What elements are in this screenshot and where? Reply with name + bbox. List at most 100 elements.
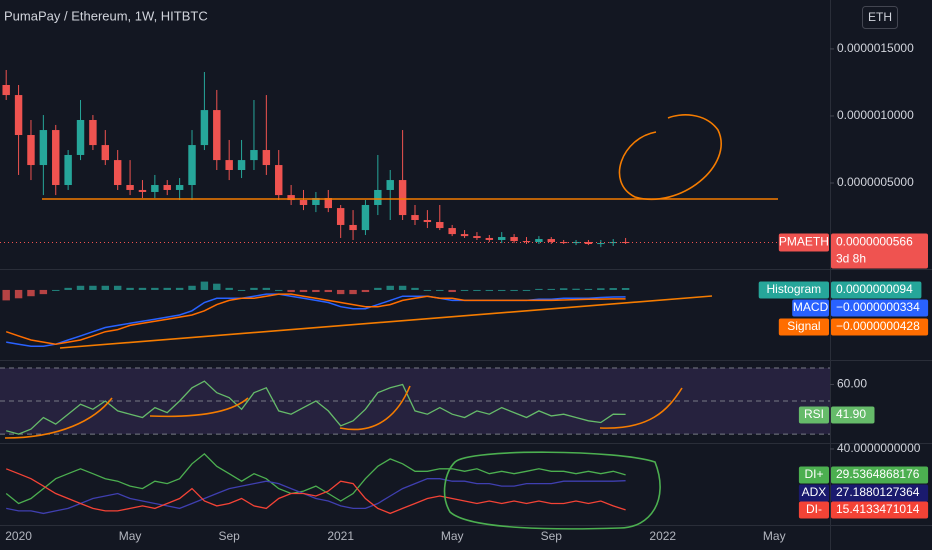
candle-body bbox=[324, 198, 332, 209]
histogram-bar bbox=[547, 288, 555, 290]
x-tick-label: 2020 bbox=[5, 529, 32, 543]
histogram-bar bbox=[39, 289, 48, 295]
candle-body bbox=[299, 200, 308, 205]
price-tag-label: 0.0000000566 bbox=[836, 235, 913, 249]
histogram-bar bbox=[262, 287, 271, 290]
currency-label[interactable]: ETH bbox=[868, 10, 892, 24]
y-tick-label: 0.0000010000 bbox=[837, 108, 914, 122]
histogram-bar bbox=[448, 289, 456, 293]
histogram-bar bbox=[287, 289, 295, 293]
candle-body bbox=[76, 119, 85, 155]
series-tag bbox=[798, 466, 829, 484]
histogram-bar bbox=[312, 289, 320, 293]
histogram-bar bbox=[572, 288, 580, 290]
histogram-bar bbox=[275, 289, 283, 291]
candle-body bbox=[535, 239, 543, 242]
candle-body bbox=[225, 160, 233, 170]
histogram-bar bbox=[200, 281, 209, 290]
histogram-bar bbox=[361, 289, 370, 293]
value-tag bbox=[831, 484, 929, 502]
histogram-bar bbox=[250, 287, 258, 290]
histogram-bar bbox=[299, 289, 308, 293]
x-tick-label: Sep bbox=[218, 529, 240, 543]
histogram-bar bbox=[436, 289, 444, 291]
histogram-bar bbox=[336, 289, 345, 295]
candle-body bbox=[559, 241, 568, 244]
histogram-bar bbox=[52, 289, 60, 291]
candle-body bbox=[336, 208, 345, 225]
candle-body bbox=[473, 236, 481, 238]
histogram-bar bbox=[597, 288, 605, 290]
candle-body bbox=[188, 145, 196, 186]
candle-body bbox=[448, 228, 456, 235]
currency-button[interactable] bbox=[862, 6, 898, 29]
histogram-bar bbox=[113, 285, 122, 290]
value-tag-label: 27.1880127364 bbox=[836, 485, 920, 499]
value-tag-label: 29.5364868176 bbox=[836, 467, 920, 481]
candle-body bbox=[250, 150, 258, 161]
y-tick-label: 60.00 bbox=[837, 377, 867, 391]
trend-line bbox=[59, 295, 713, 349]
candle-body bbox=[200, 110, 209, 146]
candle-body bbox=[411, 215, 419, 221]
candle-body bbox=[312, 198, 320, 205]
series-tag bbox=[792, 299, 829, 317]
histogram-bar bbox=[609, 288, 617, 290]
symbol-tag bbox=[778, 233, 829, 252]
indicator-line bbox=[5, 453, 626, 505]
x-tick-label: May bbox=[763, 529, 786, 543]
y-tick-label: 0.0000005000 bbox=[837, 175, 914, 189]
indicator-line bbox=[6, 478, 626, 515]
histogram-bar bbox=[138, 287, 147, 290]
candle-body bbox=[374, 189, 382, 205]
x-tick-label: May bbox=[441, 529, 464, 543]
candle-body bbox=[175, 185, 184, 190]
candle-body bbox=[522, 241, 531, 243]
histogram-bar bbox=[324, 289, 332, 293]
candle-body bbox=[436, 222, 444, 229]
y-tick-label: 0.0000015000 bbox=[837, 41, 914, 55]
candle-body bbox=[151, 185, 159, 192]
candle-body bbox=[547, 239, 555, 242]
candle-body bbox=[163, 185, 171, 190]
histogram-bar bbox=[101, 285, 110, 290]
rsi-curve bbox=[4, 397, 113, 439]
histogram-bar bbox=[89, 285, 97, 290]
candle-body bbox=[113, 160, 122, 186]
annotations bbox=[4, 114, 778, 530]
candle-body bbox=[138, 189, 147, 192]
histogram-bar bbox=[126, 287, 134, 290]
candle-body bbox=[287, 195, 295, 201]
candle-body bbox=[386, 180, 394, 190]
histogram-bar bbox=[163, 287, 171, 290]
value-tag-label: −0.0000000334 bbox=[836, 300, 920, 314]
candle-body bbox=[89, 119, 97, 146]
histogram-bar bbox=[374, 287, 382, 290]
candle-body bbox=[597, 243, 605, 245]
histogram-bar bbox=[225, 287, 233, 290]
x-tick-label: May bbox=[119, 529, 142, 543]
candle-body bbox=[460, 234, 469, 237]
histogram-bar bbox=[213, 283, 221, 290]
candle-body bbox=[126, 185, 134, 190]
series-tag-name: ADX bbox=[802, 485, 827, 499]
value-tag bbox=[831, 501, 929, 519]
histogram-bar bbox=[423, 289, 432, 291]
value-tag bbox=[831, 406, 875, 424]
chart-title: PumaPay / Ethereum, 1W, HITBTC bbox=[4, 8, 208, 23]
value-tag-label: −0.0000000428 bbox=[836, 319, 920, 333]
indicator-line bbox=[5, 293, 626, 345]
series-tag-name: Histogram bbox=[767, 282, 822, 296]
candle-body bbox=[485, 237, 494, 240]
candle-body bbox=[621, 241, 630, 243]
histogram-bar bbox=[27, 289, 35, 297]
price-tag bbox=[831, 233, 928, 269]
histogram-bar bbox=[559, 288, 568, 290]
candle-body bbox=[349, 224, 357, 231]
histogram-bar bbox=[460, 289, 469, 291]
candle-body bbox=[2, 84, 10, 96]
rsi-curve bbox=[599, 387, 683, 429]
candle-body bbox=[64, 154, 72, 186]
series-tag bbox=[798, 406, 829, 424]
x-tick-label: 2021 bbox=[327, 529, 354, 543]
